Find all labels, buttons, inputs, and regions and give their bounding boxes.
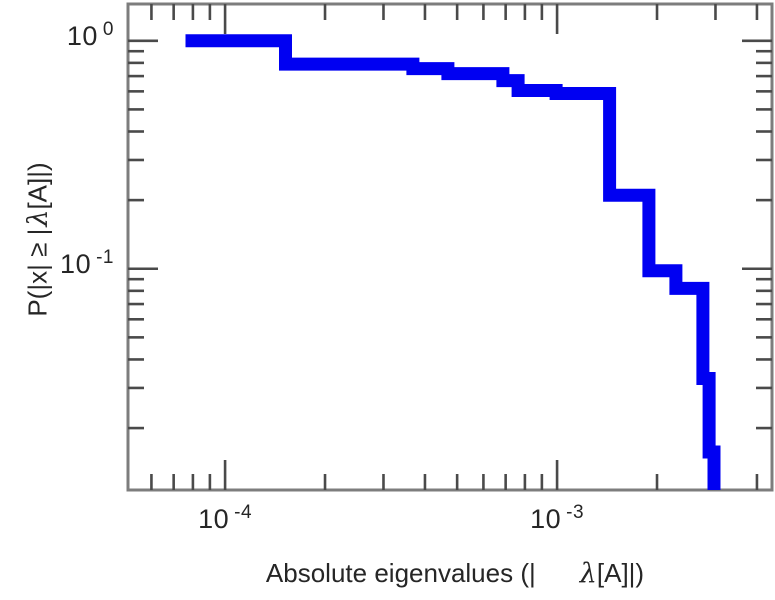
y-tick-1-base: 10 [66,20,98,51]
x-tick-label-1e-4: 10 -4 [198,502,252,535]
y-tick-label-0-1: 10 -1 [22,247,114,280]
x-tick-2-exponent: -3 [566,502,585,523]
plot-border [126,2,774,492]
x-tick-1-exponent: -4 [234,502,253,523]
y-tick-2-base: 10 [60,248,92,279]
x-tick-2-base: 10 [530,504,562,534]
x-label-suffix: [A]|) [596,558,645,588]
x-label-text: Absolute eigenvalues (| [265,558,536,588]
axis-ticks [128,4,772,490]
y-tick-2-exponent: -1 [96,246,114,268]
y-axis-label: P(|x| ≥ |λ[A]|) [23,108,54,372]
ccdf-step-curve [185,34,721,490]
y-label-lambda-symbol: λ [22,209,54,227]
y-tick-1-exponent: 0 [102,18,114,40]
x-label-lambda-symbol: λ [579,558,597,589]
x-tick-label-1e-3: 10 -3 [530,502,584,535]
x-axis-label: Absolute eigenvalues (| λ[A]|) [266,558,644,589]
y-label-text: P(|x| ≥ | [22,228,53,317]
y-label-suffix: [A]|) [22,162,53,210]
y-tick-label-1: 10 0 [22,19,114,52]
x-tick-1-base: 10 [198,504,230,534]
